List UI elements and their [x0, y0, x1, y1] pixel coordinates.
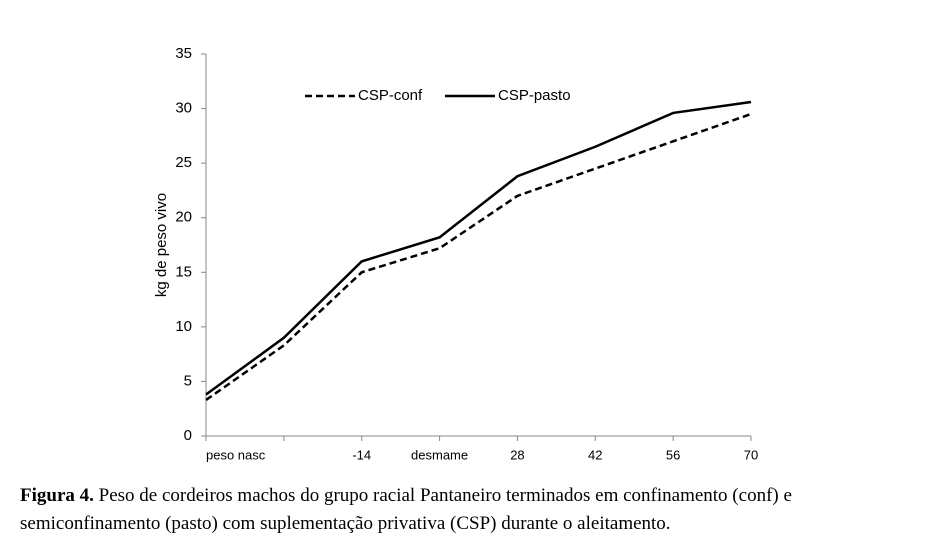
x-tick-label: 56	[666, 447, 680, 462]
chart: kg de peso vivo 0 5 10 15 20 25 30 35 peso nasc -…	[153, 45, 758, 462]
y-tick-label: 5	[184, 372, 192, 389]
caption: Figura 4. Peso de cordeiros machos do gr…	[20, 482, 930, 538]
y-tick-label: 0	[184, 427, 192, 444]
caption-text: Peso de cordeiros machos do grupo racial…	[20, 485, 792, 534]
series-line	[205, 112, 752, 402]
caption-label: Figura 4.	[20, 485, 94, 506]
x-tick-label: -14	[352, 447, 371, 462]
x-tick-label: desmame	[411, 447, 468, 462]
y-axis-label: kg de peso vivo	[153, 193, 170, 297]
legend-label: CSP-pasto	[498, 87, 571, 104]
x-tick-label: peso nasc	[206, 447, 266, 462]
x-tick-label: 70	[744, 447, 758, 462]
x-tick-label: 28	[510, 447, 524, 462]
series-line	[205, 100, 752, 396]
legend-label: CSP-conf	[358, 87, 423, 104]
y-tick-label: 20	[175, 209, 192, 226]
y-tick-label: 30	[175, 100, 192, 117]
y-tick-label: 10	[175, 318, 192, 335]
y-tick-label: 35	[175, 45, 192, 62]
x-tick-label: 42	[588, 447, 602, 462]
y-tick-label: 25	[175, 154, 192, 171]
y-tick-label: 15	[175, 263, 192, 280]
